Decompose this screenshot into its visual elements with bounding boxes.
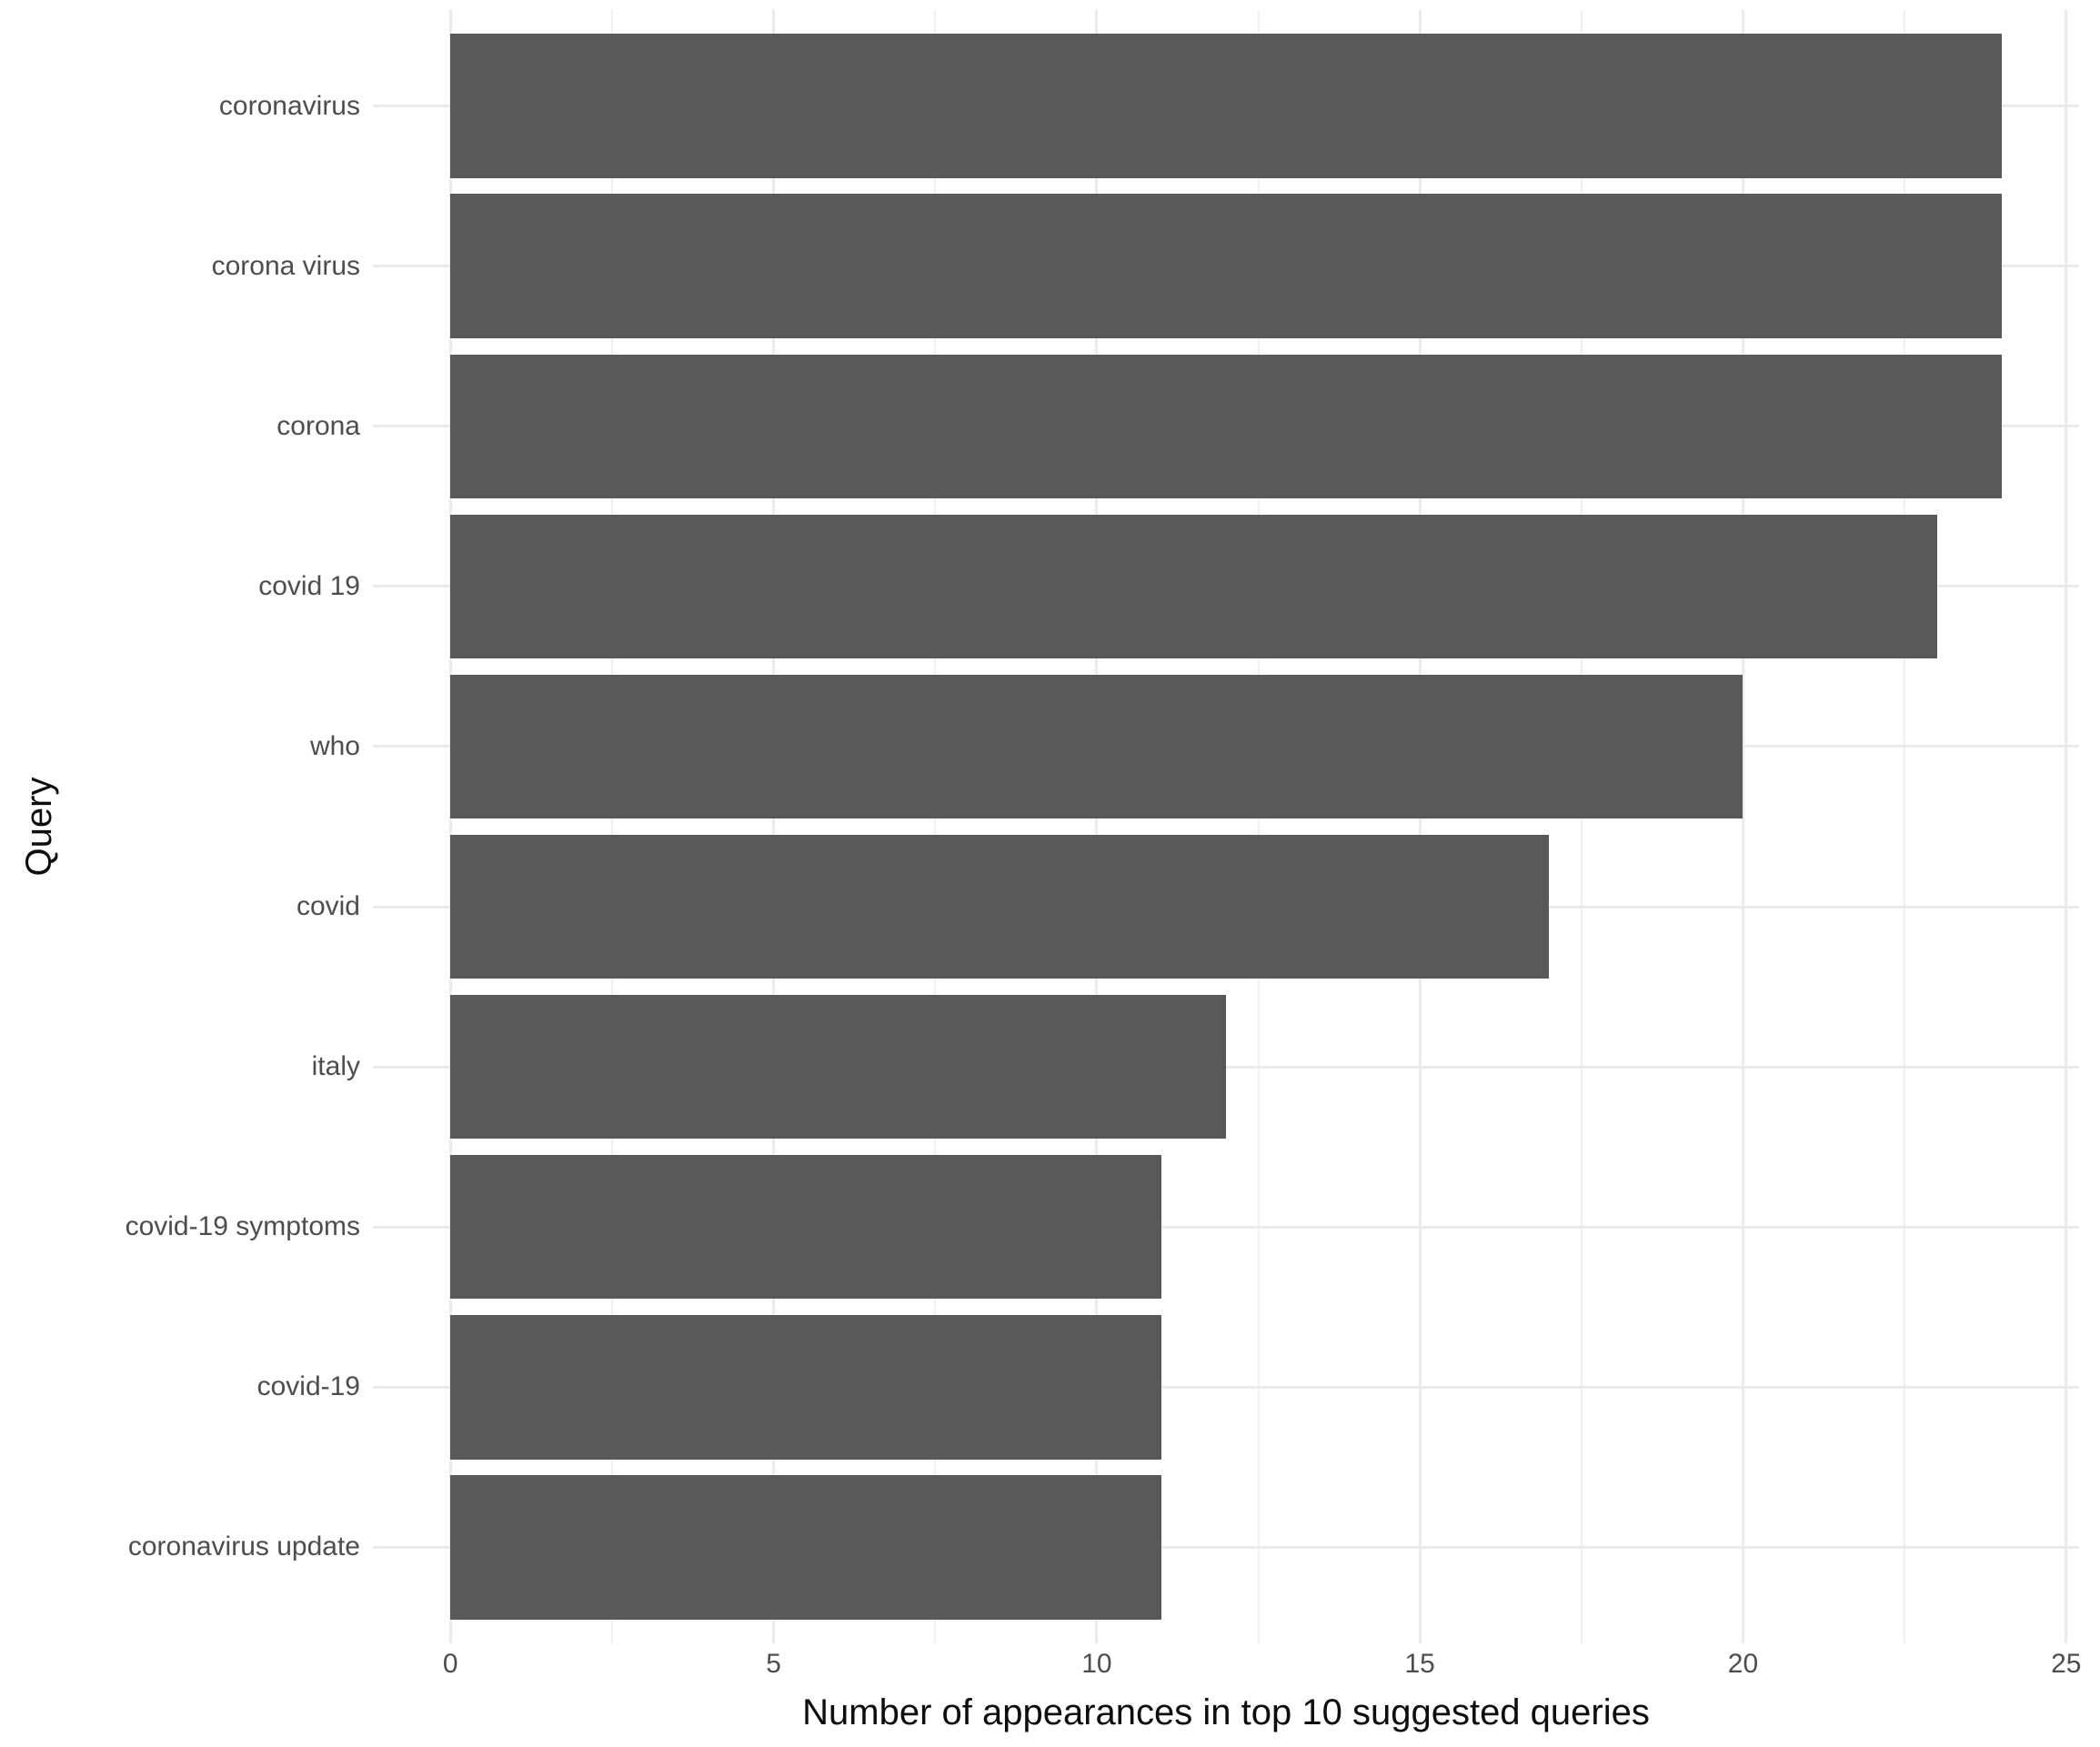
x-tick-label: 0 (442, 1649, 458, 1679)
bar-covid-19 (450, 514, 1937, 659)
y-tick-label: who (309, 730, 360, 761)
x-tick-label: 15 (1404, 1649, 1435, 1679)
y-tick-label: covid 19 (258, 570, 360, 601)
x-tick-label: 25 (2051, 1649, 2082, 1679)
y-tick-label: corona virus (211, 250, 360, 281)
gridline-major-x (2065, 10, 2068, 1643)
gridline-minor-x (1257, 10, 1260, 1643)
gridline-major-x (448, 10, 452, 1643)
bar-who (450, 674, 1743, 819)
x-tick-label: 10 (1081, 1649, 1112, 1679)
gridline-major-y (373, 1545, 2079, 1549)
bar-coronavirus-update (450, 1475, 1161, 1620)
bar-corona (450, 354, 2002, 499)
gridline-major-x (1741, 10, 1744, 1643)
bar-covid (450, 834, 1550, 979)
gridline-minor-x (1904, 10, 1906, 1643)
y-tick-label: covid-19 (256, 1371, 360, 1402)
y-tick-label: covid-19 symptoms (125, 1211, 360, 1242)
gridline-major-x (1095, 10, 1099, 1643)
gridline-minor-x (1580, 10, 1583, 1643)
x-tick-label: 20 (1727, 1649, 1759, 1679)
bar-covid-19-symptoms (450, 1154, 1161, 1300)
gridline-minor-x (934, 10, 937, 1643)
x-axis-title: Number of appearances in top 10 suggeste… (802, 1692, 1650, 1732)
y-tick-label: italy (311, 1051, 360, 1082)
bar-corona-virus (450, 194, 2002, 338)
y-tick-label: covid (296, 891, 360, 922)
y-tick-label: corona (276, 410, 360, 441)
bar-coronavirus (450, 34, 2002, 178)
gridline-minor-x (610, 10, 613, 1643)
y-axis-title: Query (19, 777, 59, 877)
bar-italy (450, 994, 1226, 1140)
gridline-major-x (1418, 10, 1422, 1643)
gridline-major-x (772, 10, 776, 1643)
bar-covid-19 (450, 1315, 1161, 1460)
gridline-major-y (373, 1065, 2079, 1069)
y-tick-label: coronavirus update (127, 1531, 360, 1562)
gridline-major-y (373, 1225, 2079, 1229)
plot-panel (373, 10, 2079, 1643)
y-tick-label: coronavirus (218, 90, 360, 121)
gridline-major-y (373, 1385, 2079, 1389)
x-tick-label: 5 (766, 1649, 781, 1679)
